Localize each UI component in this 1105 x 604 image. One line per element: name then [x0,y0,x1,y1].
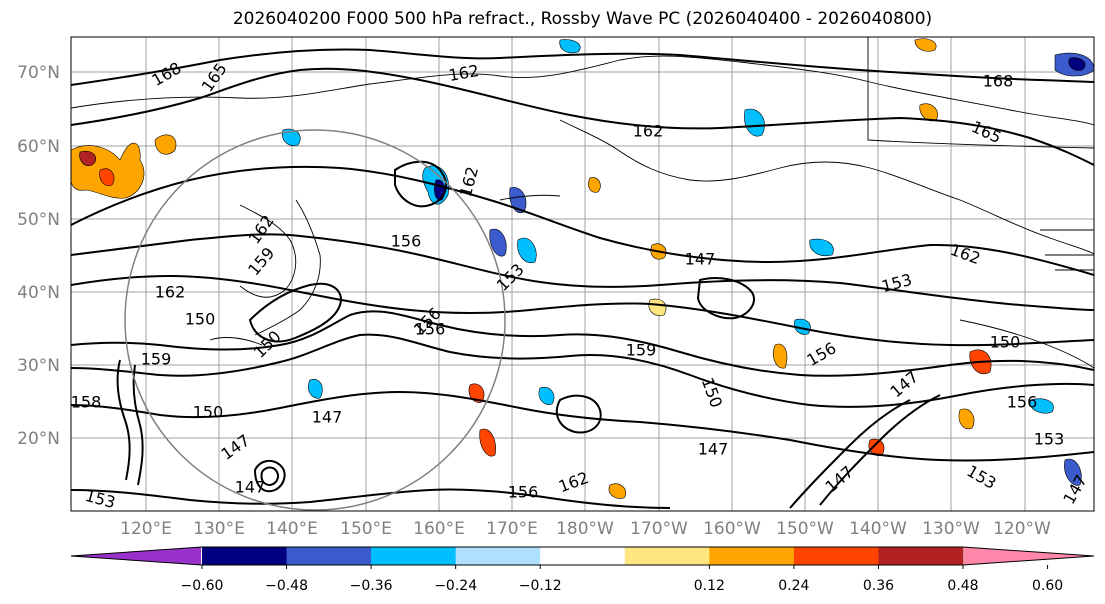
shaded-anomalies [71,38,1094,499]
lat-label: 50°N [17,210,60,230]
contour-label: 150 [990,333,1021,352]
lon-label: 160°E [413,519,465,539]
contour-label: 162 [155,283,186,302]
colorbar-bin [540,547,626,565]
colorbar-under-extend [71,547,201,565]
colorbar-tick-label: −0.48 [265,578,308,594]
colorbar-tick-label: −0.36 [350,578,393,594]
refractivity-contours [71,48,1094,509]
colorbar-bin [624,547,710,565]
lon-label: 120°E [120,519,172,539]
contour-label: 147 [312,408,343,427]
colorbar-tick-label: −0.60 [181,578,224,594]
map-plot-area[interactable] [71,37,1094,511]
lat-label: 70°N [17,63,60,83]
colorbar: −0.60 −0.48 −0.36 −0.24 −0.12 0.12 0.24 0.36 0.4… [70,546,1095,594]
contour-label: 159 [141,350,172,369]
contour-label: 158 [71,393,102,412]
map-title: 2026040200 F000 500 hPa refract., Rossby… [232,9,933,29]
lat-label: 30°N [17,356,60,376]
lon-label: 120°W [993,519,1051,539]
lon-label: 160°W [703,519,761,539]
lon-label: 170°E [486,519,538,539]
colorbar-bin [709,547,795,565]
colorbar-tick-label: 0.12 [694,578,725,594]
longitude-labels: 120°E 130°E 140°E 150°E 160°E 170°E 180°… [120,519,1051,539]
lat-label: 60°N [17,137,60,157]
lat-label: 40°N [17,283,60,303]
colorbar-bin [286,547,372,565]
contour-label: 147 [235,478,266,497]
map-frame [70,36,1095,512]
contour-label: 150 [193,403,224,422]
lon-label: 170°W [630,519,688,539]
colorbar-tick-label: 0.48 [947,578,978,594]
contour-label: 159 [626,341,657,360]
contour-label: 156 [1007,393,1038,412]
colorbar-over-extend [964,547,1094,565]
colorbar-bin [878,547,964,565]
colorbar-bin [371,547,457,565]
contour-label: 156 [391,232,422,251]
lon-label: 140°W [849,519,907,539]
lon-label: 140°E [266,519,318,539]
colorbar-tick-label: −0.12 [519,578,562,594]
colorbar-tick-label: 0.60 [1032,578,1063,594]
lon-label: 130°W [922,519,980,539]
contour-label: 147 [685,250,716,269]
lon-label: 150°W [776,519,834,539]
lon-label: 150°E [340,519,392,539]
contour-label: 156 [508,483,539,502]
great-circle-overlay [124,129,506,511]
contour-label: 153 [1034,430,1065,449]
colorbar-tick-label: 0.36 [863,578,894,594]
colorbar-bin [202,547,288,565]
contour-label: 147 [698,440,729,459]
lat-label: 20°N [17,429,60,449]
colorbar-bin [455,547,541,565]
colorbar-tick-label: −0.24 [434,578,477,594]
contour-label: 150 [185,310,216,329]
lon-label: 180°W [556,519,614,539]
graticule [71,37,1094,511]
contour-label: 162 [633,122,664,141]
latitude-labels: 70°N 60°N 50°N 40°N 30°N 20°N [17,63,60,449]
contour-label: 168 [983,72,1014,91]
contour-label: 156 [415,320,446,339]
lon-label: 130°E [193,519,245,539]
colorbar-bin [793,547,879,565]
colorbar-tick-label: 0.24 [778,578,809,594]
